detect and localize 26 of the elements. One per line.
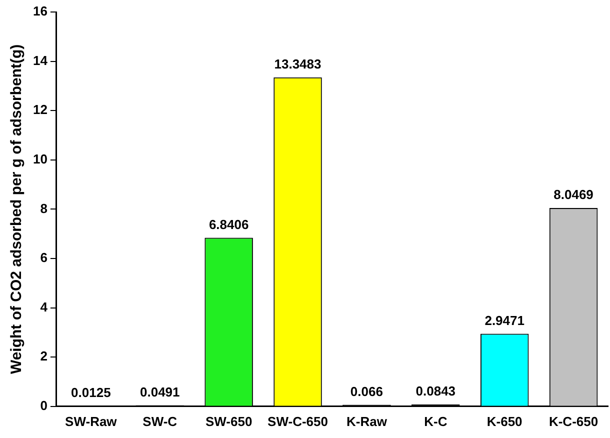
x-tick-label: K-Raw	[346, 414, 388, 429]
y-tick-label: 4	[40, 299, 48, 314]
x-tick-label: K-C	[424, 414, 448, 429]
x-tick-label: SW-Raw	[65, 414, 118, 429]
data-label: 13.3483	[274, 56, 322, 72]
y-tick-label: 14	[32, 52, 48, 68]
data-label: 0.0843	[416, 383, 456, 398]
x-tick-label: K-C-650	[548, 414, 598, 429]
y-tick-label: 2	[40, 348, 48, 364]
y-tick-label: 16	[32, 4, 48, 19]
y-tick-label: 6	[40, 250, 48, 266]
y-axis-title: Weight of CO2 adsorbed per g of adsorbent(g)	[8, 44, 26, 374]
data-label: 0.0125	[71, 385, 111, 400]
data-label: 8.0469	[554, 187, 594, 202]
x-tick-label: SW-C-650	[268, 414, 328, 429]
data-label: 6.8406	[208, 216, 249, 232]
y-tick-label: 8	[40, 200, 48, 216]
data-label: 0.066	[350, 384, 383, 399]
y-tick-label: 12	[32, 102, 48, 118]
y-tick-label: 0	[40, 398, 48, 413]
y-tick-label: 10	[32, 151, 48, 166]
x-tick-label: K-650	[486, 414, 522, 429]
x-tick-label: SW-650	[205, 414, 252, 429]
x-tick-label: SW-C	[142, 414, 178, 429]
data-label: 2.9471	[484, 312, 524, 328]
data-label: 0.0491	[140, 384, 180, 400]
